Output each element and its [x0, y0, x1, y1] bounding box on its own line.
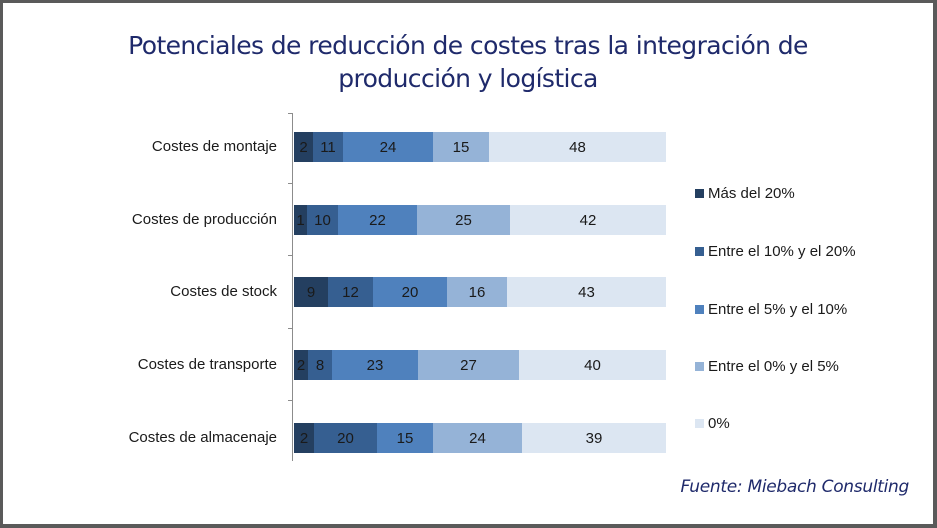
bar-segment: 23 — [332, 350, 418, 380]
bar-segment: 39 — [522, 423, 666, 453]
category-label: Costes de stock — [170, 283, 277, 300]
bar-segment: 20 — [373, 277, 447, 307]
bar-segment: 2 — [294, 132, 313, 162]
bar-segment: 20 — [314, 423, 377, 453]
source-note: Fuente: Miebach Consulting — [680, 477, 910, 497]
bar-segment: 25 — [417, 205, 510, 235]
legend-swatch — [695, 419, 704, 428]
stacked-bar: 2 11 24 15 48 — [294, 132, 666, 162]
axis-tick — [288, 400, 293, 401]
bar-segment: 43 — [507, 277, 666, 307]
bar-segment: 2 — [294, 423, 314, 453]
axis-tick — [288, 113, 293, 114]
bar-segment: 11 — [313, 132, 343, 162]
axis-tick — [288, 255, 293, 256]
category-label: Costes de montaje — [151, 138, 277, 155]
category-label: Costes de transporte — [137, 356, 277, 373]
bar-segment: 27 — [418, 350, 519, 380]
bar-segment: 48 — [489, 132, 666, 162]
bar-segment: 42 — [510, 205, 666, 235]
bar-segment: 8 — [308, 350, 332, 380]
bar-segment: 2 — [294, 350, 308, 380]
bar-segment: 40 — [519, 350, 666, 380]
stacked-bar: 2 20 15 24 39 — [294, 423, 666, 453]
slide-frame: Potenciales de reducción de costes tras … — [3, 3, 933, 524]
bar-segment: 15 — [377, 423, 433, 453]
chart-title: Potenciales de reducción de costes tras … — [3, 29, 933, 95]
legend-swatch — [695, 305, 704, 314]
stacked-bar: 1 10 22 25 42 — [294, 205, 666, 235]
legend-label: Entre el 5% y el 10% — [708, 301, 848, 318]
bar-segment: 15 — [433, 132, 489, 162]
bar-segment: 24 — [433, 423, 522, 453]
bar-segment: 9 — [294, 277, 328, 307]
category-label: Costes de almacenaje — [128, 429, 277, 446]
bar-segment: 16 — [447, 277, 507, 307]
bar-segment: 24 — [343, 132, 433, 162]
title-line-2: producción y logística — [338, 64, 598, 93]
stacked-bar: 9 12 20 16 43 — [294, 277, 666, 307]
category-label: Costes de producción — [131, 211, 277, 228]
legend-label: 0% — [708, 415, 730, 432]
legend-label: Entre el 10% y el 20% — [708, 243, 856, 260]
category-axis — [292, 113, 293, 461]
legend-label: Más del 20% — [708, 185, 795, 202]
bar-segment: 22 — [338, 205, 417, 235]
title-line-1: Potenciales de reducción de costes tras … — [128, 31, 808, 60]
bar-segment: 12 — [328, 277, 373, 307]
legend-swatch — [695, 362, 704, 371]
legend-swatch — [695, 247, 704, 256]
axis-tick — [288, 183, 293, 184]
legend-swatch — [695, 189, 704, 198]
stacked-bar: 2 8 23 27 40 — [294, 350, 666, 380]
axis-tick — [288, 328, 293, 329]
bar-segment: 1 — [294, 205, 307, 235]
bar-segment: 10 — [307, 205, 338, 235]
legend-label: Entre el 0% y el 5% — [708, 358, 839, 375]
